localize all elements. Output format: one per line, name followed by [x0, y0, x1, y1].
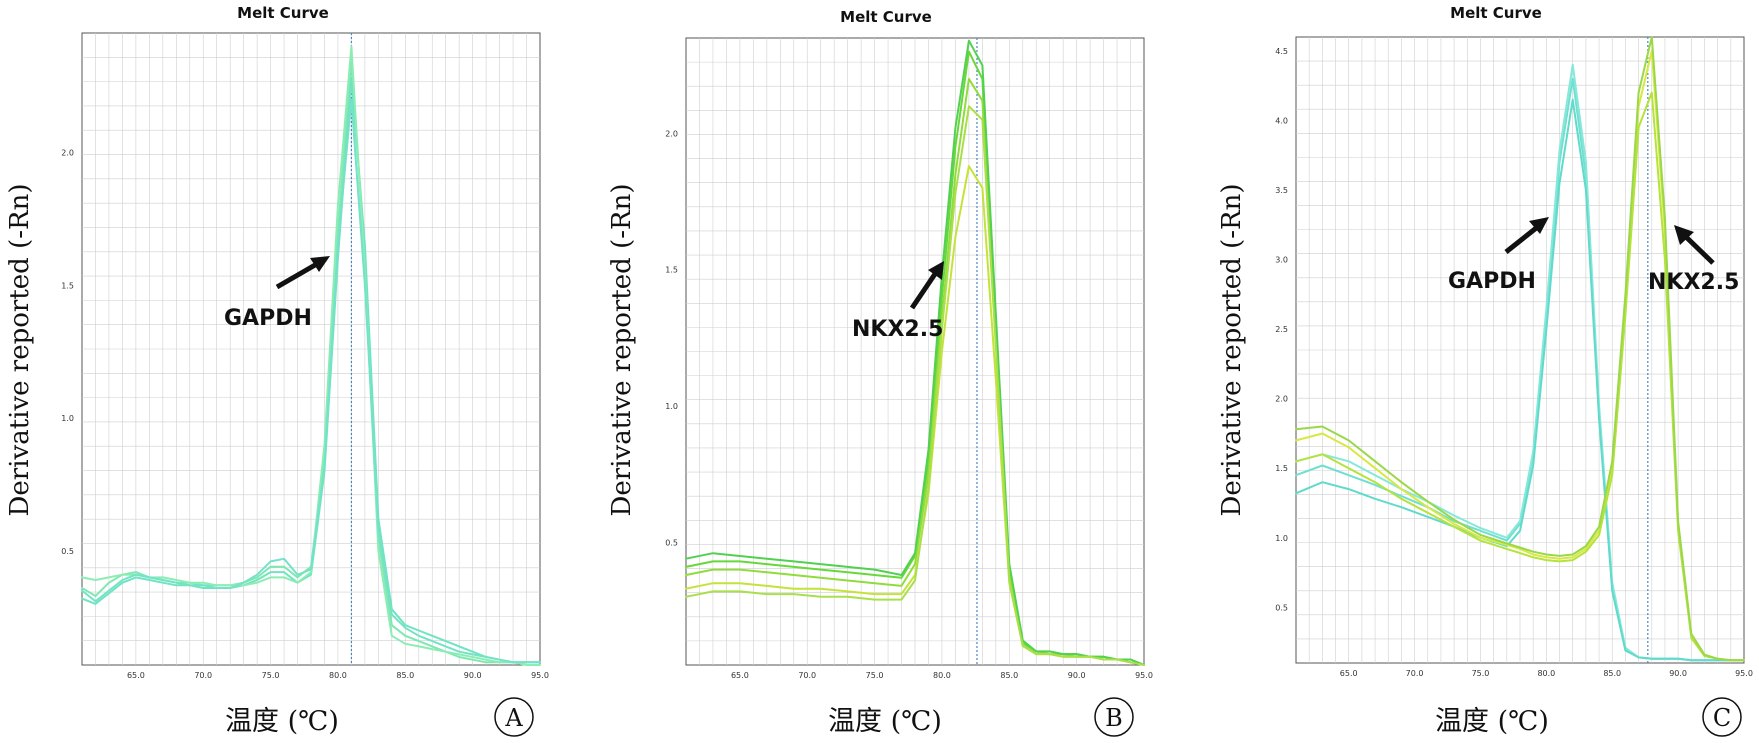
panel-c-label: C	[1713, 704, 1731, 732]
y-tick-label: 3.5	[1275, 186, 1288, 195]
panel-a-x-axis-label: 温度 (℃)	[225, 706, 339, 737]
panel-a-curves	[81, 45, 541, 666]
panel-b-curves	[685, 39, 1145, 666]
y-tick-label: 1.0	[61, 414, 74, 423]
x-tick-label: 95.0	[531, 671, 549, 680]
panel-a: Melt Curve 65.0 70.0 75.0 80.0 85.0 90.0 95.0 …	[5, 4, 549, 737]
y-tick-label: 1.0	[1275, 534, 1288, 543]
x-tick-label: 85.0	[396, 671, 414, 680]
panel-a-x-ticks: 65.0 70.0 75.0 80.0 85.0 90.0 95.0	[127, 671, 549, 680]
panel-b-label: B	[1105, 704, 1123, 732]
panel-c-y-ticks: 0.5 1.0 1.5 2.0 2.5 3.0 3.5 4.0 4.5	[1275, 47, 1288, 612]
x-tick-label: 65.0	[127, 671, 145, 680]
x-tick-label: 80.0	[933, 671, 951, 680]
panel-b-curve-5	[685, 105, 1145, 666]
x-tick-label: 70.0	[1406, 669, 1424, 678]
panel-a-curve-3	[81, 45, 541, 666]
y-tick-label: 2.5	[1275, 325, 1288, 334]
x-tick-label: 70.0	[798, 671, 816, 680]
panel-c-y-axis-label: Derivative reported (-Rn)	[1217, 184, 1247, 517]
y-tick-label: 1.5	[665, 266, 678, 275]
panel-c-title: Melt Curve	[1450, 4, 1542, 22]
y-tick-label: 0.5	[61, 547, 74, 556]
x-tick-label: 80.0	[329, 671, 347, 680]
x-tick-label: 90.0	[1068, 671, 1086, 680]
y-tick-label: 2.0	[665, 129, 678, 138]
x-tick-label: 70.0	[194, 671, 212, 680]
x-tick-label: 95.0	[1735, 669, 1753, 678]
y-tick-label: 4.0	[1275, 116, 1288, 125]
panel-c-x-axis-label: 温度 (℃)	[1435, 706, 1549, 737]
y-tick-label: 4.5	[1275, 47, 1288, 56]
panel-b-x-ticks: 65.0 70.0 75.0 80.0 85.0 90.0 95.0	[731, 671, 1153, 680]
panel-c: Melt Curve 65.0 70.0 75.0 80.0 85.0 90.0 95.0 …	[1217, 4, 1753, 737]
x-tick-label: 85.0	[1603, 669, 1621, 678]
panel-b-nkx25-annotation: NKX2.5	[852, 317, 943, 342]
x-tick-label: 75.0	[866, 671, 884, 680]
x-tick-label: 75.0	[262, 671, 280, 680]
panel-c-nkx25-annotation: NKX2.5	[1648, 270, 1739, 295]
y-tick-label: 0.5	[1275, 603, 1288, 612]
x-tick-label: 65.0	[731, 671, 749, 680]
x-tick-label: 65.0	[1340, 669, 1358, 678]
panel-c-curves	[1295, 36, 1745, 662]
panel-c-grid	[1296, 37, 1744, 663]
panel-a-y-ticks: 0.5 1.0 1.5 2.0	[61, 148, 74, 555]
panel-c-x-ticks: 65.0 70.0 75.0 80.0 85.0 90.0 95.0	[1340, 669, 1753, 678]
panel-b-label-circle	[1094, 697, 1134, 737]
panel-a-label-circle	[494, 697, 534, 737]
x-tick-label: 75.0	[1472, 669, 1490, 678]
x-tick-label: 90.0	[464, 671, 482, 680]
x-tick-label: 85.0	[1000, 671, 1018, 680]
panel-a-y-axis-label: Derivative reported (-Rn)	[5, 184, 35, 517]
panel-c-curve-6	[1295, 36, 1745, 662]
panel-c-gapdh-annotation: GAPDH	[1448, 269, 1536, 294]
panel-a-grid	[82, 33, 540, 665]
panel-b-x-axis-label: 温度 (℃)	[828, 706, 942, 737]
panel-b-grid	[686, 38, 1144, 665]
x-tick-label: 80.0	[1537, 669, 1555, 678]
panel-c-nkx25-arrow-icon	[1674, 225, 1715, 265]
panel-b-y-ticks: 0.5 1.0 1.5 2.0	[665, 129, 678, 547]
panel-b: Melt Curve 65.0 70.0 75.0 80.0 85.0 90.0 95.0 …	[607, 8, 1153, 737]
x-tick-label: 95.0	[1135, 671, 1153, 680]
y-tick-label: 0.5	[665, 538, 678, 547]
panel-a-gapdh-annotation: GAPDH	[224, 306, 312, 331]
panel-a-arrow-icon	[275, 256, 330, 290]
panel-b-arrow-icon	[909, 261, 944, 310]
y-tick-label: 1.0	[665, 402, 678, 411]
panel-a-curve-4	[81, 98, 541, 664]
panel-a-title: Melt Curve	[237, 4, 329, 22]
panel-c-gapdh-arrow-icon	[1504, 217, 1549, 254]
panel-a-curve-2	[81, 77, 541, 664]
y-tick-label: 2.0	[1275, 395, 1288, 404]
panel-c-curve-3	[1295, 98, 1745, 662]
panel-b-y-axis-label: Derivative reported (-Rn)	[607, 184, 637, 517]
panel-a-label: A	[504, 704, 523, 732]
y-tick-label: 2.0	[61, 148, 74, 157]
panel-c-label-circle	[1702, 697, 1742, 737]
panel-b-title: Melt Curve	[840, 8, 932, 26]
x-tick-label: 90.0	[1669, 669, 1687, 678]
y-tick-label: 1.5	[1275, 464, 1288, 473]
y-tick-label: 1.5	[61, 281, 74, 290]
y-tick-label: 3.0	[1275, 256, 1288, 265]
